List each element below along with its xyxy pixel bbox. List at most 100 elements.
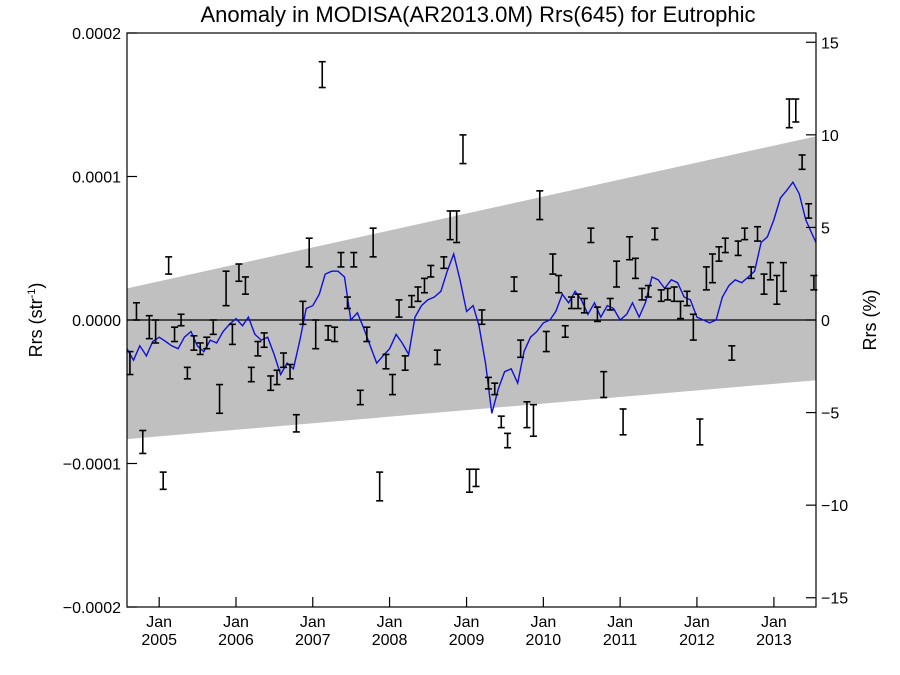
error-bar-point [523, 400, 531, 429]
y-axis-right: 15 10 5 0 −5 −10 −15 [806, 35, 848, 608]
error-bar-point [459, 134, 467, 165]
error-bar-point [196, 342, 204, 356]
error-bar-point [247, 366, 255, 383]
error-bar-point [517, 339, 525, 359]
error-bar-point [626, 235, 634, 261]
error-bar-point [369, 227, 377, 258]
x-tick-year: 2008 [372, 632, 408, 649]
error-bar-point [382, 353, 390, 370]
error-bar-point [619, 408, 627, 436]
error-bar-point [741, 227, 749, 241]
chart-title: Anomaly in MODISA(AR2013.0M) Rrs(645) fo… [200, 2, 755, 27]
y-tick-label: 0.0000 [72, 313, 121, 330]
error-bar-point [721, 237, 729, 254]
y-tick-label: 0.0002 [72, 26, 121, 43]
error-bar-point [331, 326, 339, 343]
x-tick-month: Jan [300, 614, 326, 631]
error-bar-point [600, 370, 608, 399]
x-axis: Jan2005Jan2006Jan2007Jan2008Jan2009Jan20… [141, 597, 792, 649]
y2-tick-label: −10 [821, 498, 848, 515]
x-tick-year: 2011 [603, 632, 638, 649]
error-bar-point [613, 260, 621, 288]
error-bar-point [260, 332, 268, 349]
error-bar-point [555, 274, 563, 294]
y-axis-left: 0.0002 0.0001 0.0000 −0.0001 −0.0002 [63, 26, 137, 617]
x-tick-month: Jan [454, 614, 480, 631]
x-tick-year: 2007 [295, 632, 331, 649]
error-bar-point [670, 286, 678, 303]
error-bar-point [190, 334, 198, 351]
error-bar-point [631, 257, 639, 280]
error-bar-point [376, 471, 384, 502]
error-bar-point [683, 290, 691, 307]
error-bar-point [299, 300, 307, 326]
x-tick-year: 2012 [679, 632, 715, 649]
x-tick-year: 2009 [449, 632, 485, 649]
error-bar-point [280, 352, 288, 369]
y2-tick-label: 10 [821, 128, 839, 145]
error-bar-point [760, 273, 768, 295]
error-bar-point [209, 319, 217, 336]
y-axis-label-close: ) [26, 283, 46, 289]
error-bar-point [159, 471, 167, 491]
error-bar-point [440, 256, 448, 270]
error-bar-point [696, 418, 704, 446]
error-bar-point [139, 429, 147, 455]
error-bar-point [241, 276, 249, 295]
error-bar-point [792, 98, 800, 123]
error-bar-point [664, 287, 672, 301]
y-tick-label: 0.0001 [72, 170, 121, 187]
x-tick-month: Jan [146, 614, 172, 631]
error-bar-point [126, 350, 134, 376]
error-bar-point [395, 299, 403, 318]
y2-tick-label: 0 [821, 313, 830, 330]
error-bar-point [427, 264, 435, 278]
error-bar-point [235, 263, 243, 283]
error-bar-point [542, 330, 550, 353]
error-bar-point [356, 389, 364, 406]
y-axis-label-superscript: -1 [26, 289, 38, 299]
error-bar-point [747, 266, 755, 280]
error-bar-point [203, 336, 211, 350]
error-bar-point [343, 296, 351, 310]
error-bar-point [305, 237, 313, 268]
y2-tick-label: −5 [821, 406, 839, 423]
x-tick-month: Jan [223, 614, 249, 631]
error-bar-point [401, 355, 409, 372]
error-bar-point [773, 274, 781, 306]
error-bar-point [177, 313, 185, 327]
x-tick-year: 2005 [141, 632, 177, 649]
error-bar-point [536, 190, 544, 221]
error-bar-point [337, 251, 345, 268]
error-bar-point [593, 306, 601, 323]
error-bar-point [561, 324, 569, 339]
error-bar-point [606, 297, 614, 311]
y2-axis-label: Rrs (%) [860, 290, 880, 351]
error-bar-point [414, 286, 422, 303]
error-bar-point [478, 309, 486, 326]
y-axis-label-main: Rrs (str [26, 298, 46, 357]
x-tick-month: Jan [530, 614, 556, 631]
error-bar-point [677, 300, 685, 320]
error-bar-point [651, 227, 659, 241]
error-bar-point [216, 383, 224, 415]
error-bar-point [472, 468, 480, 488]
x-tick-month: Jan [684, 614, 710, 631]
y-tick-label: −0.0002 [63, 600, 121, 617]
error-bar-point [286, 363, 294, 380]
error-bar-point [433, 349, 441, 366]
uncertainty-band [127, 136, 816, 440]
error-bar-point [318, 60, 326, 89]
error-bar-point [491, 382, 499, 396]
x-tick-year: 2006 [218, 632, 254, 649]
error-bar-point [754, 225, 762, 242]
error-bar-point [529, 403, 537, 438]
error-bar-point [779, 261, 787, 293]
error-bar-point [446, 210, 454, 241]
x-tick-month: Jan [761, 614, 787, 631]
error-bar-point [408, 294, 416, 308]
error-bar-point [657, 289, 665, 303]
error-bar-point [689, 313, 697, 341]
error-bar-point [254, 340, 262, 357]
